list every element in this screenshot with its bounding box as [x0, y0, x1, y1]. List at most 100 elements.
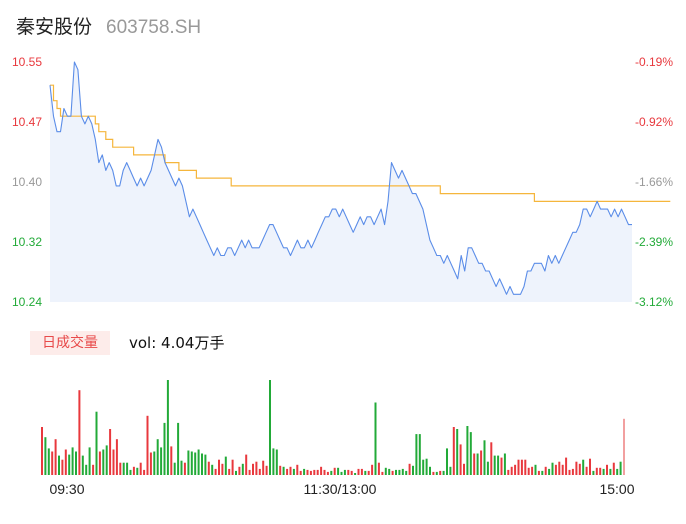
volume-bar: [132, 466, 135, 475]
volume-bar: [105, 445, 108, 475]
volume-bar: [340, 471, 343, 475]
volume-bar: [500, 457, 503, 475]
volume-bar: [269, 380, 271, 475]
volume-bar: [507, 469, 510, 475]
volume-bar: [486, 461, 489, 475]
volume-bar: [160, 447, 163, 475]
volume-bar: [85, 464, 88, 475]
volume-bar: [75, 451, 77, 475]
volume-bar: [357, 468, 360, 475]
volume-bar: [490, 442, 493, 475]
volume-bar: [466, 426, 469, 475]
volume-bar: [221, 463, 224, 475]
y-tick-left: 10.40: [12, 175, 42, 189]
volume-bar: [211, 464, 214, 475]
volume-bar: [493, 455, 496, 475]
volume-bar: [463, 463, 465, 475]
volume-bar: [231, 459, 234, 475]
y-tick-right: -2.39%: [635, 235, 673, 249]
volume-bar: [510, 466, 513, 475]
volume-bar: [320, 466, 323, 475]
volume-bar: [139, 462, 142, 475]
volume-bar: [92, 464, 95, 475]
volume-bar: [432, 471, 435, 475]
volume-bar: [534, 464, 537, 475]
volume-bar: [81, 455, 84, 475]
volume-bar: [235, 470, 237, 475]
volume-bar: [258, 468, 261, 475]
volume-bar: [384, 467, 387, 475]
volume-bar: [541, 470, 544, 475]
volume-bar: [595, 467, 598, 475]
volume-bar: [153, 451, 156, 475]
volume-bar: [449, 466, 452, 475]
volume-bar: [469, 432, 472, 475]
volume-bar: [395, 469, 397, 475]
volume-bar: [71, 447, 74, 475]
volume-bar: [41, 427, 43, 475]
volume-bar: [238, 466, 241, 475]
volume-bar: [459, 444, 462, 475]
y-tick-right: -0.92%: [635, 115, 673, 129]
volume-bar: [241, 463, 244, 475]
volume-bar: [592, 470, 595, 475]
volume-bar: [418, 434, 421, 475]
volume-bar: [599, 467, 602, 475]
volume-bar: [483, 440, 486, 475]
volume-bar: [51, 451, 54, 475]
volume-bar: [299, 470, 302, 475]
volume-bar: [623, 418, 625, 475]
volume-bar: [612, 462, 615, 475]
average-price-line: [50, 84, 671, 202]
volume-bar: [578, 463, 581, 475]
x-tick: 15:00: [599, 481, 634, 497]
volume-bar: [166, 380, 169, 475]
volume-bar: [88, 447, 91, 475]
volume-bar: [606, 464, 608, 475]
volume-bar: [497, 455, 500, 475]
volume-bar: [602, 468, 605, 475]
price-area: [50, 62, 632, 302]
price-chart: 10.55 10.47 10.40 10.32 10.24 -0.19% -0.92% -1.…: [12, 55, 673, 309]
time-axis: 09:30 11:30/13:00 15:00: [49, 481, 634, 497]
volume-bar: [265, 465, 268, 475]
volume-bar: [109, 429, 112, 475]
volume-bar: [408, 463, 411, 475]
volume-bar: [367, 470, 370, 475]
volume-bar: [619, 461, 622, 475]
volume-bar: [524, 459, 527, 475]
volume-bar: [54, 439, 57, 475]
volume-bar: [214, 468, 217, 475]
volume-bar: [173, 462, 176, 475]
volume-bar: [282, 466, 285, 475]
volume-bar: [102, 449, 105, 475]
volume-bar: [275, 449, 278, 475]
volume-bar: [333, 467, 336, 475]
volume-bar: [143, 469, 146, 475]
volume-bar: [347, 469, 350, 475]
stock-code: 603758.SH: [106, 17, 202, 38]
y-tick-right: -3.12%: [635, 295, 673, 309]
volume-bar: [252, 463, 254, 475]
volume-bar: [514, 464, 517, 475]
volume-badge: 日成交量: [30, 331, 110, 355]
volume-bar: [377, 462, 380, 475]
volume-bar: [313, 469, 316, 475]
volume-bar: [194, 452, 197, 475]
volume-bar: [575, 461, 578, 475]
volume-bar: [163, 422, 166, 475]
volume-bar: [381, 471, 384, 475]
volume-bar: [296, 464, 299, 475]
volume-bar: [337, 467, 340, 475]
volume-bar: [201, 453, 203, 475]
volume-bar: [374, 402, 377, 475]
volume-bar: [316, 469, 319, 475]
volume-bar: [122, 462, 125, 475]
volume-bar: [350, 470, 353, 475]
volume-bar: [531, 466, 534, 475]
volume-bar: [78, 390, 81, 475]
volume-summary: vol: 4.04万手: [129, 334, 225, 352]
volume-bar: [354, 473, 357, 475]
volume-bar: [272, 448, 275, 475]
y-tick-left: 10.47: [12, 115, 42, 129]
